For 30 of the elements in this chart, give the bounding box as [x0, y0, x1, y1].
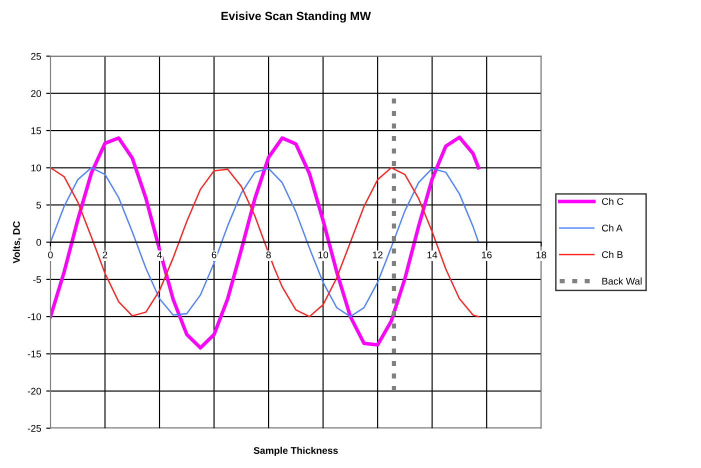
- y-tick-label: 5: [36, 202, 42, 209]
- y-tick-label: 15: [31, 127, 42, 134]
- legend-label: Ch B: [602, 250, 623, 258]
- x-tick-label: 16: [482, 251, 492, 258]
- y-tick-label: 0: [36, 238, 42, 246]
- line-series: [50, 136, 480, 350]
- y-tick-label: 10: [31, 164, 42, 172]
- y-tick-label: -10: [28, 313, 42, 320]
- legend-label: Back Wal: [602, 278, 642, 285]
- y-tick-label: -25: [28, 424, 42, 432]
- line-series: [50, 167, 480, 318]
- chart-title: Evisive Scan Standing MW: [222, 11, 371, 23]
- x-tick-label: 2: [102, 251, 108, 258]
- y-tick-label: -15: [28, 350, 42, 358]
- x-tick-label: 6: [212, 251, 216, 258]
- x-tick-label: 8: [266, 251, 271, 258]
- x-tick-label: 4: [157, 252, 162, 258]
- y-tick-label: 20: [31, 90, 42, 97]
- x-axis-title: Sample Thickness: [254, 446, 338, 456]
- x-tick-label: 12: [372, 251, 383, 258]
- y-tick-label: -5: [33, 276, 42, 284]
- legend-label: Ch A: [602, 224, 623, 232]
- y-axis-title: Volts, DC: [12, 221, 22, 264]
- legend-label: Ch C: [602, 198, 624, 205]
- x-tick-label: 14: [427, 252, 438, 258]
- x-tick-label: 18: [536, 251, 546, 258]
- y-tick-label: 25: [31, 52, 42, 60]
- x-tick-label: 0: [48, 251, 53, 258]
- y-tick-label: -20: [28, 388, 42, 395]
- x-tick-label: 10: [318, 251, 328, 258]
